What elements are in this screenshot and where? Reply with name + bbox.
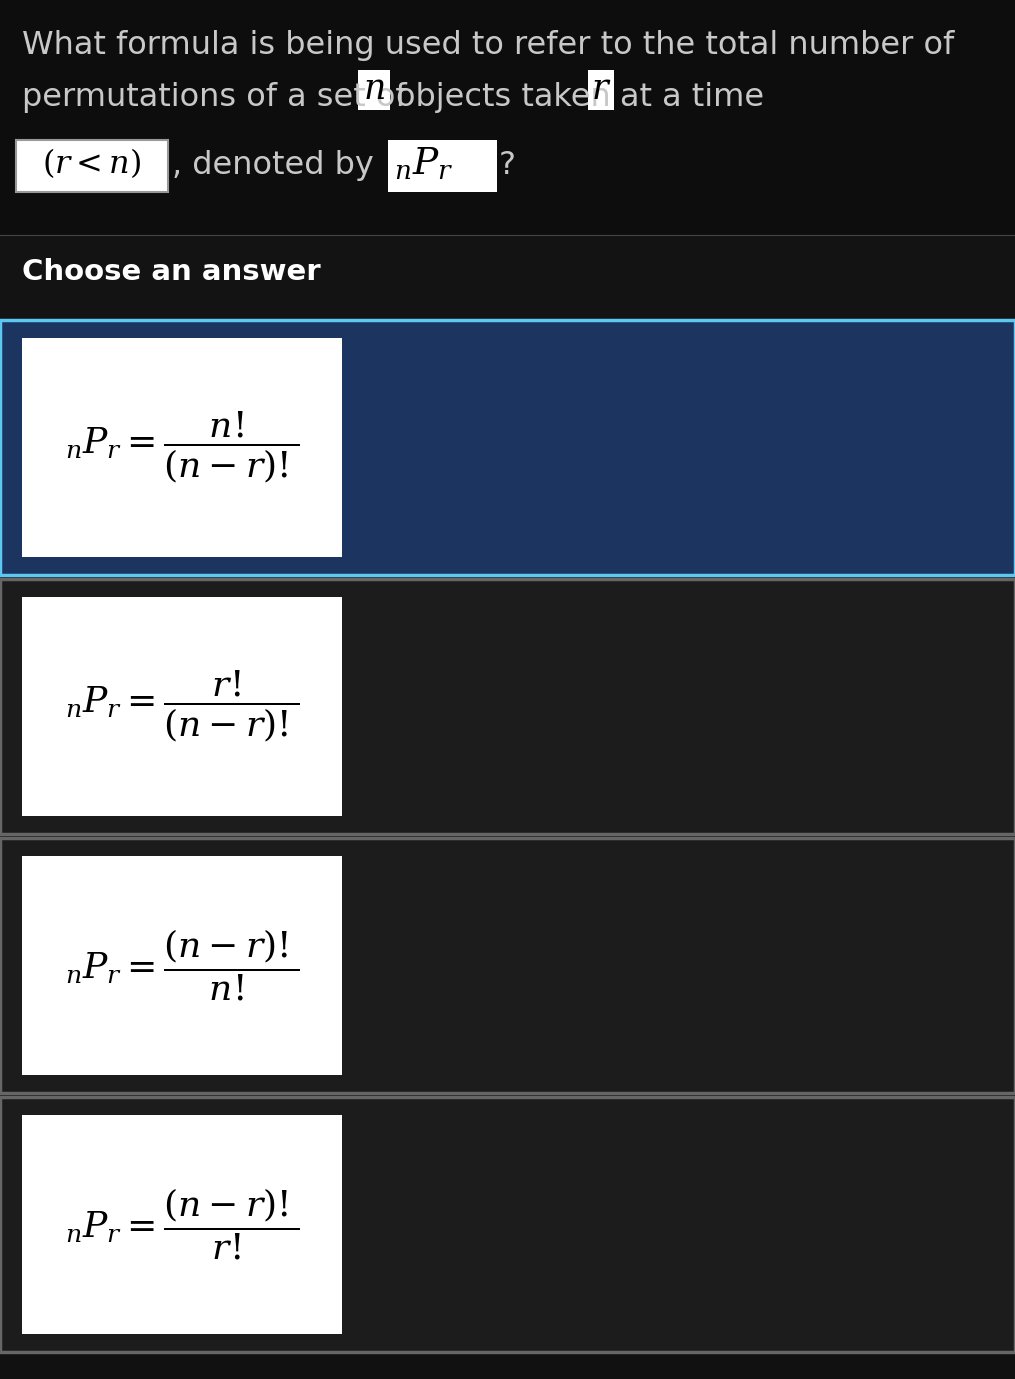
Text: $n$: $n$: [363, 72, 385, 106]
Text: $_nP_r = \dfrac{r!}{(n - r)!}$: $_nP_r = \dfrac{r!}{(n - r)!}$: [65, 669, 299, 745]
FancyBboxPatch shape: [0, 0, 1015, 234]
FancyBboxPatch shape: [22, 338, 342, 557]
FancyBboxPatch shape: [0, 579, 1015, 834]
FancyBboxPatch shape: [388, 141, 497, 192]
Text: $_nP_r$: $_nP_r$: [394, 146, 454, 182]
Text: $(r < n)$: $(r < n)$: [43, 146, 142, 179]
Text: $_nP_r = \dfrac{n!}{(n - r)!}$: $_nP_r = \dfrac{n!}{(n - r)!}$: [65, 410, 299, 485]
FancyBboxPatch shape: [0, 234, 1015, 320]
Text: $_nP_r = \dfrac{(n - r)!}{r!}$: $_nP_r = \dfrac{(n - r)!}{r!}$: [65, 1187, 299, 1262]
FancyBboxPatch shape: [22, 597, 342, 816]
FancyBboxPatch shape: [588, 70, 614, 110]
FancyBboxPatch shape: [0, 838, 1015, 1094]
Text: permutations of a set of: permutations of a set of: [22, 81, 407, 113]
Text: $r$: $r$: [591, 72, 611, 106]
Text: , denoted by: , denoted by: [172, 150, 374, 181]
FancyBboxPatch shape: [22, 856, 342, 1076]
Text: ?: ?: [499, 150, 516, 181]
Text: What formula is being used to refer to the total number of: What formula is being used to refer to t…: [22, 30, 954, 61]
Text: objects taken: objects taken: [396, 81, 611, 113]
FancyBboxPatch shape: [0, 320, 1015, 575]
FancyBboxPatch shape: [0, 1098, 1015, 1351]
FancyBboxPatch shape: [358, 70, 390, 110]
Text: Choose an answer: Choose an answer: [22, 258, 321, 285]
FancyBboxPatch shape: [16, 141, 168, 192]
Text: $_nP_r = \dfrac{(n - r)!}{n!}$: $_nP_r = \dfrac{(n - r)!}{n!}$: [65, 928, 299, 1003]
Text: at a time: at a time: [620, 81, 764, 113]
FancyBboxPatch shape: [22, 1116, 342, 1333]
